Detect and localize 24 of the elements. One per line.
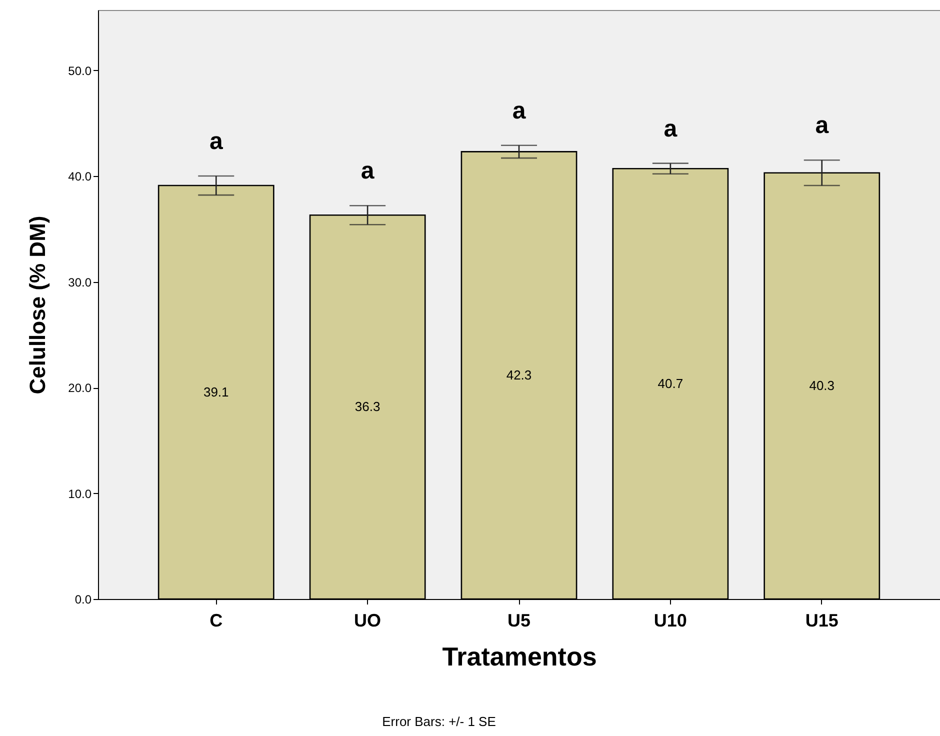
data-label: 40.7 bbox=[658, 376, 684, 391]
y-tick-label: 40.0 bbox=[68, 170, 92, 184]
x-tick-label: U5 bbox=[507, 610, 531, 630]
data-label: 40.3 bbox=[809, 378, 835, 393]
x-tick-label: UO bbox=[354, 610, 382, 630]
x-axis-title: Tratamentos bbox=[442, 642, 597, 672]
y-tick-label: 10.0 bbox=[68, 486, 92, 501]
data-label: 39.1 bbox=[203, 384, 229, 400]
annotation: a bbox=[664, 115, 678, 142]
data-label: 36.3 bbox=[354, 399, 380, 414]
y-tick-label: 0.0 bbox=[74, 592, 92, 606]
text: Error Bars: +/- 1 SE bbox=[382, 714, 496, 729]
x-tick-label: U15 bbox=[805, 610, 838, 630]
x-tick-label: U10 bbox=[654, 610, 687, 630]
annotation: a bbox=[815, 112, 830, 140]
data-label: 42.3 bbox=[506, 367, 532, 382]
x-tick-label: C bbox=[210, 610, 223, 630]
y-tick-label: 20.0 bbox=[68, 381, 92, 396]
annotation: a bbox=[360, 158, 375, 185]
annotation: a bbox=[209, 128, 224, 156]
y-tick-label: 30.0 bbox=[68, 275, 92, 290]
annotation: a bbox=[512, 97, 526, 124]
y-axis-title: Celullose (% DM) bbox=[25, 216, 50, 394]
y-tick-label: 50.0 bbox=[68, 64, 92, 78]
